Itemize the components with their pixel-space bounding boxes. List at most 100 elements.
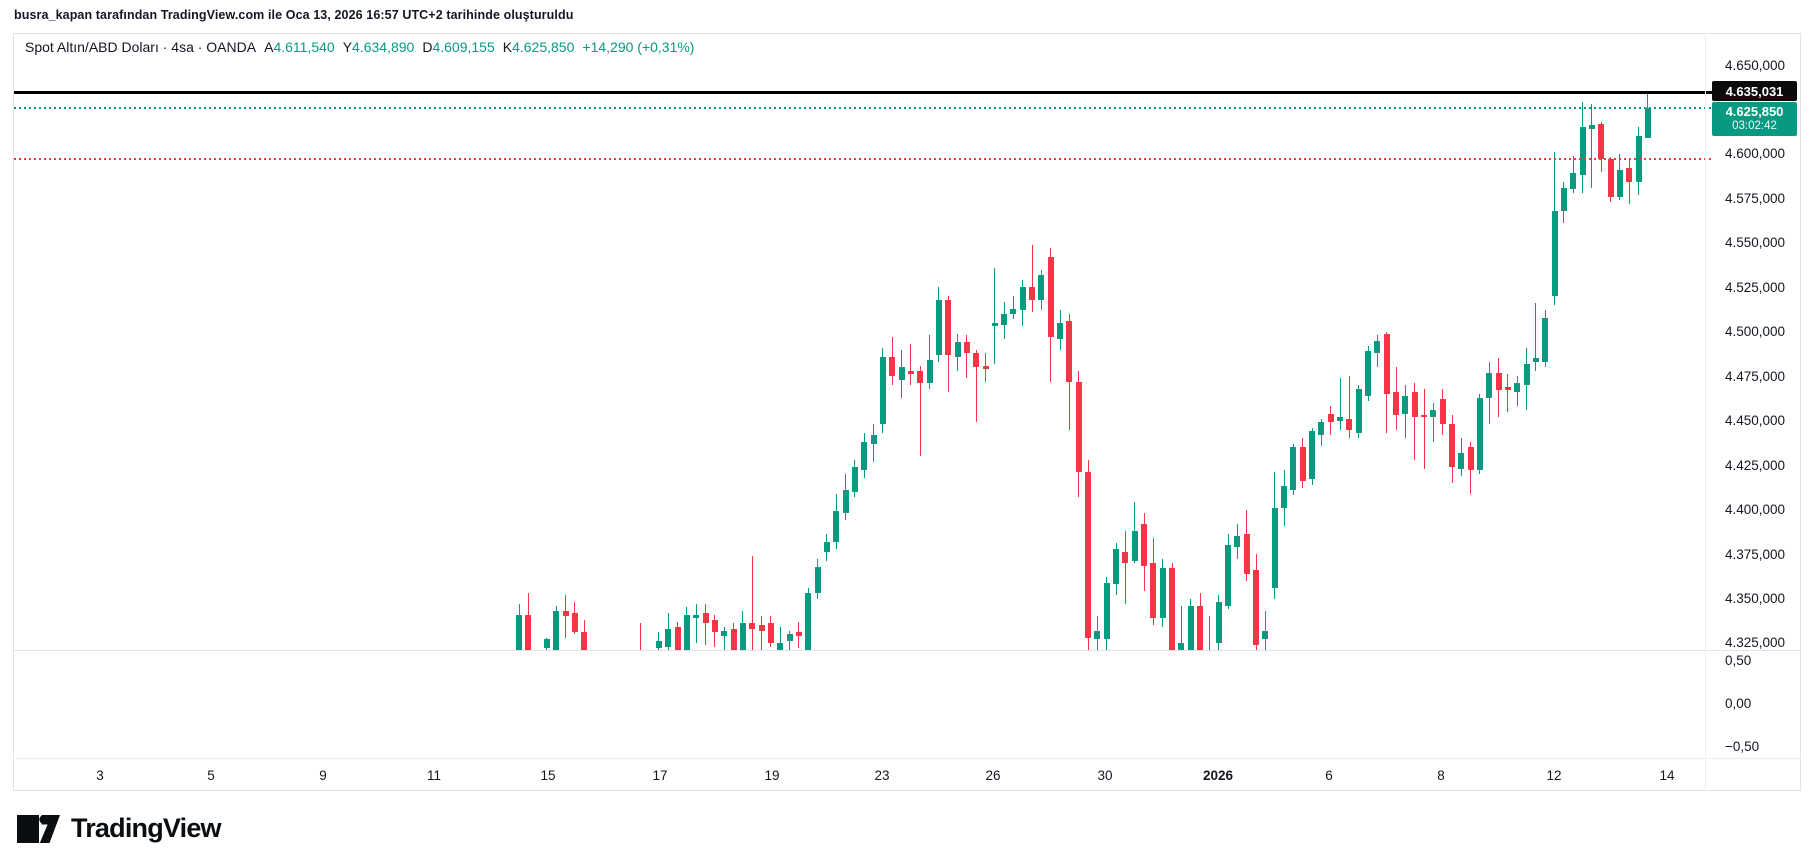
candle-body bbox=[1430, 410, 1437, 418]
price-tick: 4.400,000 bbox=[1725, 502, 1786, 518]
candle-body bbox=[879, 356, 886, 425]
high-price-value: 4.635,031 bbox=[1725, 83, 1784, 99]
legend-field-value: 4.625,850 bbox=[512, 39, 575, 55]
candle-body bbox=[777, 642, 784, 650]
candle-body bbox=[1365, 351, 1372, 396]
candle-body bbox=[907, 370, 914, 375]
candle-body bbox=[543, 639, 550, 649]
candle-body bbox=[1290, 447, 1297, 491]
candle-body bbox=[1131, 530, 1138, 562]
price-tick: 4.500,000 bbox=[1725, 324, 1786, 340]
candle-body bbox=[1225, 545, 1232, 606]
candles-plot-area bbox=[14, 34, 1705, 650]
candle-body bbox=[702, 612, 709, 624]
candle-body bbox=[973, 353, 980, 368]
candle-body bbox=[1197, 605, 1204, 650]
candle-body bbox=[1038, 274, 1045, 300]
last-price-label: 4.625,850 03:02:42 bbox=[1712, 102, 1797, 136]
candle-body bbox=[870, 434, 877, 444]
candle-wick bbox=[1507, 374, 1509, 412]
candle-body bbox=[842, 490, 849, 514]
candle-body bbox=[1243, 534, 1250, 574]
candle-body bbox=[1066, 321, 1073, 382]
candle-body bbox=[1010, 308, 1017, 314]
candle-body bbox=[1346, 418, 1353, 430]
legend-field-value: 4.611,540 bbox=[273, 39, 335, 55]
price-tick: 4.525,000 bbox=[1725, 279, 1786, 295]
candle-body bbox=[739, 623, 746, 650]
candle-body bbox=[814, 566, 821, 594]
candle-wick bbox=[751, 555, 753, 650]
candle-body bbox=[982, 365, 989, 370]
candle-wick bbox=[723, 626, 725, 650]
candle-wick bbox=[1012, 296, 1014, 320]
candle-body bbox=[1141, 523, 1148, 567]
price-tick: 4.550,000 bbox=[1725, 235, 1786, 251]
candle-body bbox=[767, 623, 774, 643]
time-tick: 2026 bbox=[1202, 768, 1234, 783]
candle-body bbox=[991, 322, 998, 327]
candle-body bbox=[1467, 447, 1474, 471]
candle-body bbox=[674, 626, 681, 650]
candle-wick bbox=[919, 365, 921, 457]
candle-body bbox=[1458, 452, 1465, 469]
candle-wick bbox=[1208, 616, 1210, 650]
time-tick: 11 bbox=[426, 768, 442, 783]
candle-wick bbox=[910, 344, 912, 386]
candle-body bbox=[665, 628, 672, 647]
candle-wick bbox=[975, 349, 977, 423]
candle-body bbox=[926, 360, 933, 384]
time-axis-separator bbox=[13, 758, 1801, 759]
time-tick: 9 bbox=[319, 768, 327, 783]
tradingview-logo[interactable]: TradingView bbox=[17, 813, 222, 844]
candle-body bbox=[1626, 168, 1633, 183]
candle-wick bbox=[565, 594, 567, 638]
candle-body bbox=[1598, 123, 1605, 160]
candle-body bbox=[721, 630, 728, 636]
candle-body bbox=[655, 641, 662, 649]
candle-body bbox=[1383, 333, 1390, 394]
price-tick: 4.575,000 bbox=[1725, 190, 1786, 206]
candle-body bbox=[581, 632, 588, 650]
candle-body bbox=[945, 299, 952, 355]
candle-body bbox=[805, 593, 812, 650]
candle-wick bbox=[1348, 376, 1350, 439]
candle-body bbox=[1551, 210, 1558, 297]
bar-countdown: 03:02:42 bbox=[1732, 120, 1777, 132]
candle-body bbox=[1047, 257, 1054, 338]
time-tick: 23 bbox=[874, 768, 890, 783]
candle-body bbox=[1169, 568, 1176, 650]
chart-frame bbox=[13, 33, 1801, 791]
attribution-text: busra_kapan tarafından TradingView.com i… bbox=[14, 8, 574, 22]
candle-body bbox=[1103, 582, 1110, 640]
candle-wick bbox=[1414, 383, 1416, 460]
time-tick: 12 bbox=[1546, 768, 1562, 783]
legend-field-letter: Y bbox=[342, 39, 353, 55]
tradingview-logo-icon bbox=[17, 813, 61, 844]
candle-body bbox=[553, 610, 560, 650]
candle-body bbox=[1570, 173, 1577, 190]
candle-body bbox=[1393, 392, 1400, 416]
time-tick: 26 bbox=[985, 768, 1001, 783]
candle-body bbox=[1113, 548, 1120, 585]
candle-body bbox=[1560, 187, 1567, 211]
candle-wick bbox=[1264, 610, 1266, 650]
candle-wick bbox=[1535, 303, 1537, 371]
candle-body bbox=[1355, 388, 1362, 434]
candle-wick bbox=[761, 616, 763, 650]
legend-title: Spot Altın/ABD Doları · 4sa · OANDA bbox=[25, 39, 257, 55]
candle-wick bbox=[639, 623, 641, 650]
candle-body bbox=[1187, 605, 1194, 650]
candle-wick bbox=[1591, 104, 1593, 188]
candle-body bbox=[935, 299, 942, 355]
time-tick: 6 bbox=[1325, 768, 1333, 783]
candle-body bbox=[1588, 125, 1595, 129]
price-tick: 4.325,000 bbox=[1725, 635, 1786, 651]
candle-body bbox=[851, 466, 858, 492]
candle-wick bbox=[658, 632, 660, 650]
candle-body bbox=[749, 623, 756, 629]
candle-wick bbox=[705, 603, 707, 645]
time-tick: 15 bbox=[540, 768, 556, 783]
candle-body bbox=[1449, 424, 1455, 467]
candle-body bbox=[693, 614, 700, 619]
